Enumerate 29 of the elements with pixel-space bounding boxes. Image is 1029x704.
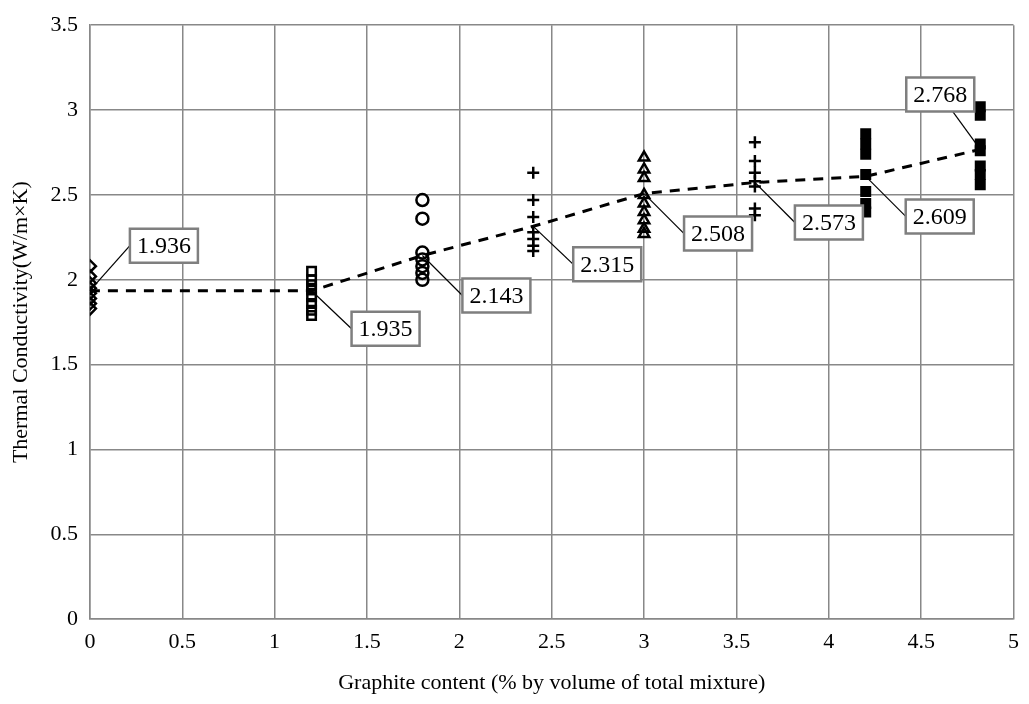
data-label: 2.315	[580, 250, 635, 277]
x-axis-title: Graphite content (% by volume of total mixture)	[338, 668, 766, 694]
y-tick-label: 2	[66, 265, 78, 291]
x-tick-label: 4.5	[907, 628, 935, 654]
x-tick-label: 3.5	[722, 628, 751, 654]
data-label: 1.936	[136, 231, 191, 258]
y-tick-label: 3	[66, 95, 78, 121]
data-label: 2.573	[801, 208, 856, 235]
y-tick-label: 3.5	[50, 10, 78, 36]
x-tick-label: 0.5	[168, 628, 197, 654]
data-label: 2.508	[691, 219, 746, 246]
x-tick-label: 5	[1008, 628, 1019, 654]
y-tick-label: 0	[66, 604, 78, 630]
x-tick-label: 0	[84, 628, 96, 654]
data-label: 2.768	[913, 80, 968, 107]
x-tick-label: 2.5	[537, 628, 566, 654]
x-tick-label: 2	[453, 628, 465, 654]
y-tick-label: 2.5	[50, 180, 78, 206]
data-label: 1.935	[358, 315, 413, 342]
y-tick-label: 1.5	[50, 350, 78, 376]
x-tick-label: 4	[823, 628, 835, 654]
data-label: 2.609	[912, 202, 967, 229]
x-tick-label: 1	[269, 628, 281, 654]
y-tick-label: 1	[66, 435, 78, 461]
y-tick-label: 0.5	[50, 520, 78, 546]
y-axis-title: Thermal Conductivity(W/m×K)	[6, 181, 32, 464]
x-tick-label: 3	[638, 628, 650, 654]
data-label: 2.143	[469, 281, 524, 308]
x-tick-label: 1.5	[353, 628, 381, 654]
